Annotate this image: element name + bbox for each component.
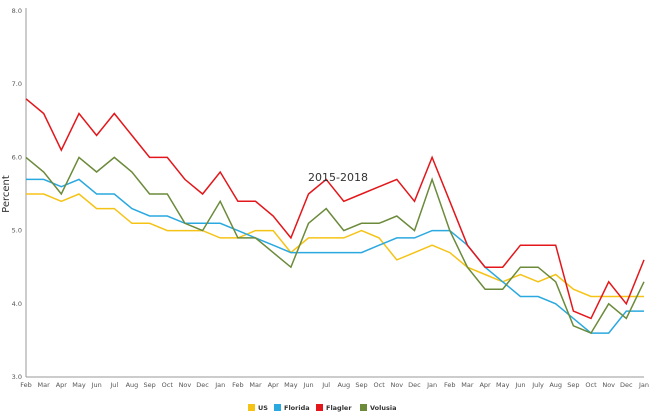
x-tick-label: Apr: [479, 381, 491, 389]
legend-label: Florida: [284, 404, 310, 412]
legend-label: Volusia: [370, 404, 396, 412]
x-tick-label: Nov: [602, 381, 615, 389]
x-tick-label: Jun: [514, 381, 525, 389]
x-tick-label: Feb: [20, 381, 32, 389]
x-tick-label: Jul: [109, 381, 118, 389]
y-tick-label: 6.0: [12, 153, 22, 161]
series-line-flagler: [25, 98, 645, 320]
chart-axes: [25, 8, 644, 378]
x-tick-label: Oct: [374, 381, 386, 389]
x-tick-label: Mar: [249, 381, 262, 389]
y-tick-label: 5.0: [12, 227, 22, 235]
x-tick-label: Dec: [408, 381, 421, 389]
x-tick-label: Feb: [444, 381, 456, 389]
x-tick-label: Feb: [232, 381, 244, 389]
chart-legend: US Florida Flagler Volusia: [248, 404, 396, 412]
x-tick-label: Jan: [214, 381, 225, 389]
x-tick-label: July: [531, 381, 544, 389]
y-axis-title: Percent: [1, 175, 12, 213]
x-tick-label: Jul: [321, 381, 330, 389]
x-tick-label: Mar: [38, 381, 51, 389]
x-tick-label: Apr: [268, 381, 280, 389]
x-tick-label: Aug: [549, 381, 562, 389]
series-line-florida: [26, 178, 644, 334]
series-lines: [25, 98, 645, 335]
x-tick-label: Jun: [91, 381, 102, 389]
x-tick-label: Oct: [585, 381, 597, 389]
y-tick-label: 4.0: [12, 300, 22, 308]
x-tick-label: Dec: [196, 381, 209, 389]
x-axis-title: 2015-2018: [308, 171, 368, 184]
legend-label: Flagler: [326, 404, 352, 412]
x-tick-label: Nov: [179, 381, 192, 389]
x-tick-label: May: [496, 381, 510, 389]
legend-swatch-volusia: [360, 404, 367, 411]
x-tick-label: May: [72, 381, 86, 389]
x-tick-label: Sep: [143, 381, 155, 389]
x-tick-label: Jan: [426, 381, 437, 389]
x-tick-label: Sep: [355, 381, 367, 389]
x-tick-label: Mar: [461, 381, 474, 389]
x-tick-label: May: [284, 381, 298, 389]
legend-swatch-flagler: [316, 404, 323, 411]
legend-label: US: [258, 404, 268, 412]
y-tick-label: 7.0: [12, 80, 22, 88]
x-tick-label: Aug: [126, 381, 139, 389]
x-tick-label: Nov: [390, 381, 403, 389]
x-tick-label: Dec: [620, 381, 633, 389]
x-tick-label: Jun: [302, 381, 313, 389]
x-tick-label: Sep: [567, 381, 579, 389]
y-tick-labels: 3.0 4.0 5.0 6.0 7.0 8.0: [12, 7, 22, 381]
x-tick-label: Oct: [162, 381, 174, 389]
legend-swatch-florida: [274, 404, 281, 411]
x-tick-label: Apr: [56, 381, 68, 389]
x-tick-label: Jan: [638, 381, 649, 389]
series-line-us: [26, 193, 644, 298]
x-tick-labels: Feb Mar Apr May Jun Jul Aug Sep Oct Nov Dec Jan Feb M…: [20, 381, 649, 389]
legend-swatch-us: [248, 404, 255, 411]
y-tick-label: 3.0: [12, 373, 22, 381]
x-tick-label: Aug: [337, 381, 350, 389]
y-tick-label: 8.0: [12, 7, 22, 15]
series-line-volusia: [25, 156, 645, 335]
